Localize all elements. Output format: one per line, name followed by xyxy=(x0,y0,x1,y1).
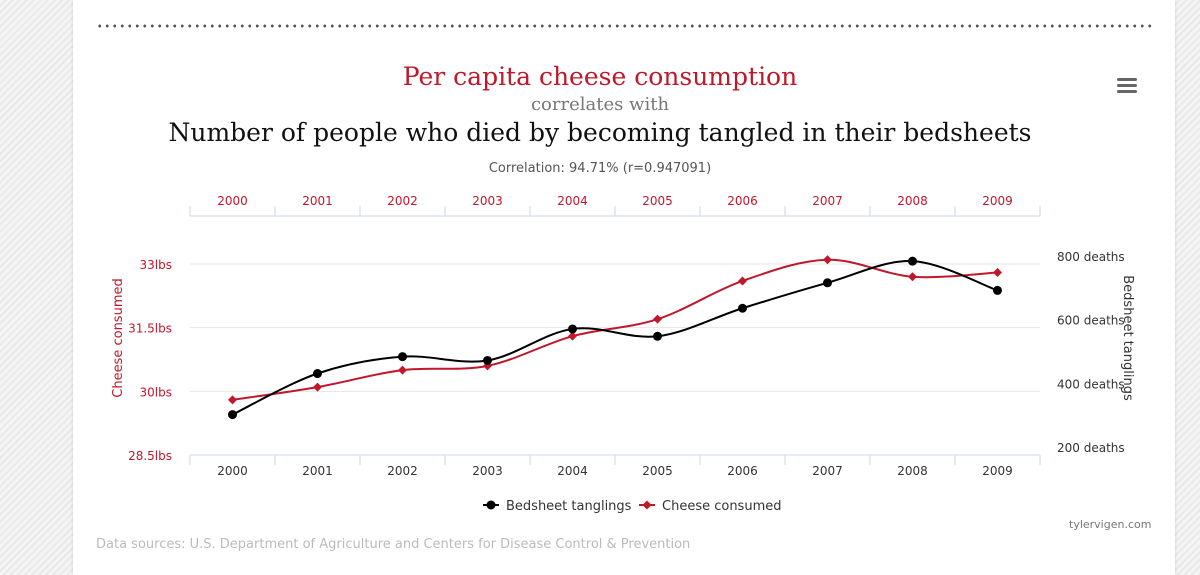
series-line-cheese xyxy=(232,258,998,401)
data-point-cheese xyxy=(228,395,237,405)
data-point-bedsheets xyxy=(993,285,1002,295)
bottom-axis-label: 2008 xyxy=(897,464,928,478)
data-point-cheese xyxy=(313,382,322,392)
data-point-cheese xyxy=(993,267,1002,277)
data-point-bedsheets xyxy=(483,355,492,365)
right-tick-label: 200 deaths xyxy=(1057,441,1125,455)
bottom-axis-label: 2006 xyxy=(727,464,758,478)
hamburger-menu-icon[interactable] xyxy=(1117,78,1137,94)
data-point-cheese xyxy=(568,331,577,341)
chart-title-bottom: Number of people who died by becoming ta… xyxy=(168,118,1032,147)
bottom-axis-label: 2004 xyxy=(557,464,588,478)
dotted-divider xyxy=(96,24,1152,28)
legend-item[interactable]: Cheese consumed xyxy=(662,499,781,514)
legend-item[interactable]: Bedsheet tanglings xyxy=(506,499,632,514)
top-axis-label: 2002 xyxy=(387,194,418,208)
left-tick-label: 33lbs xyxy=(140,258,172,272)
data-point-bedsheets xyxy=(823,278,832,288)
legend-marker-circle xyxy=(486,500,496,510)
top-axis-label: 2007 xyxy=(812,194,843,208)
bottom-axis-label: 2000 xyxy=(217,464,248,478)
site-credit[interactable]: tylervigen.com xyxy=(1069,518,1152,531)
bottom-axis-label: 2005 xyxy=(642,464,673,478)
data-point-bedsheets xyxy=(738,303,747,313)
data-sources: Data sources: U.S. Department of Agricul… xyxy=(96,537,691,552)
chart-connector: correlates with xyxy=(530,94,670,115)
right-tick-label: 600 deaths xyxy=(1057,314,1125,328)
legend-marker-diamond xyxy=(642,500,652,510)
data-point-bedsheets xyxy=(908,256,917,266)
correlation-text: Correlation: 94.71% (r=0.947091) xyxy=(488,161,712,176)
bottom-axis-label: 2001 xyxy=(302,464,333,478)
top-axis-label: 2008 xyxy=(897,194,928,208)
bottom-axis-label: 2007 xyxy=(812,464,843,478)
right-tick-label: 800 deaths xyxy=(1057,250,1125,264)
left-tick-label: 30lbs xyxy=(140,385,172,399)
bottom-axis-label: 2009 xyxy=(982,464,1013,478)
data-point-cheese xyxy=(908,272,917,282)
top-axis-label: 2000 xyxy=(217,194,248,208)
data-point-bedsheets xyxy=(398,352,407,362)
left-tick-label: 28.5lbs xyxy=(128,449,172,463)
data-point-bedsheets xyxy=(653,331,662,341)
left-tick-label: 31.5lbs xyxy=(128,322,172,336)
bottom-axis-label: 2003 xyxy=(472,464,503,478)
right-axis-title: Bedsheet tanglings xyxy=(1120,275,1135,401)
data-point-bedsheets xyxy=(568,324,577,334)
top-axis-label: 2004 xyxy=(557,194,588,208)
data-point-cheese xyxy=(738,276,747,286)
top-axis-label: 2009 xyxy=(982,194,1013,208)
left-axis-title: Cheese consumed xyxy=(111,278,126,397)
series-line-bedsheets xyxy=(232,260,998,416)
data-point-cheese xyxy=(823,255,832,265)
right-tick-label: 400 deaths xyxy=(1057,377,1125,391)
data-point-cheese xyxy=(653,314,662,324)
top-axis-label: 2005 xyxy=(642,194,673,208)
data-point-bedsheets xyxy=(313,369,322,379)
top-axis-label: 2001 xyxy=(302,194,333,208)
top-axis-label: 2003 xyxy=(472,194,503,208)
chart-title-top: Per capita cheese consumption xyxy=(402,62,798,91)
top-axis-label: 2006 xyxy=(727,194,758,208)
data-point-bedsheets xyxy=(228,410,237,420)
data-point-cheese xyxy=(398,365,407,375)
bottom-axis-label: 2002 xyxy=(387,464,418,478)
